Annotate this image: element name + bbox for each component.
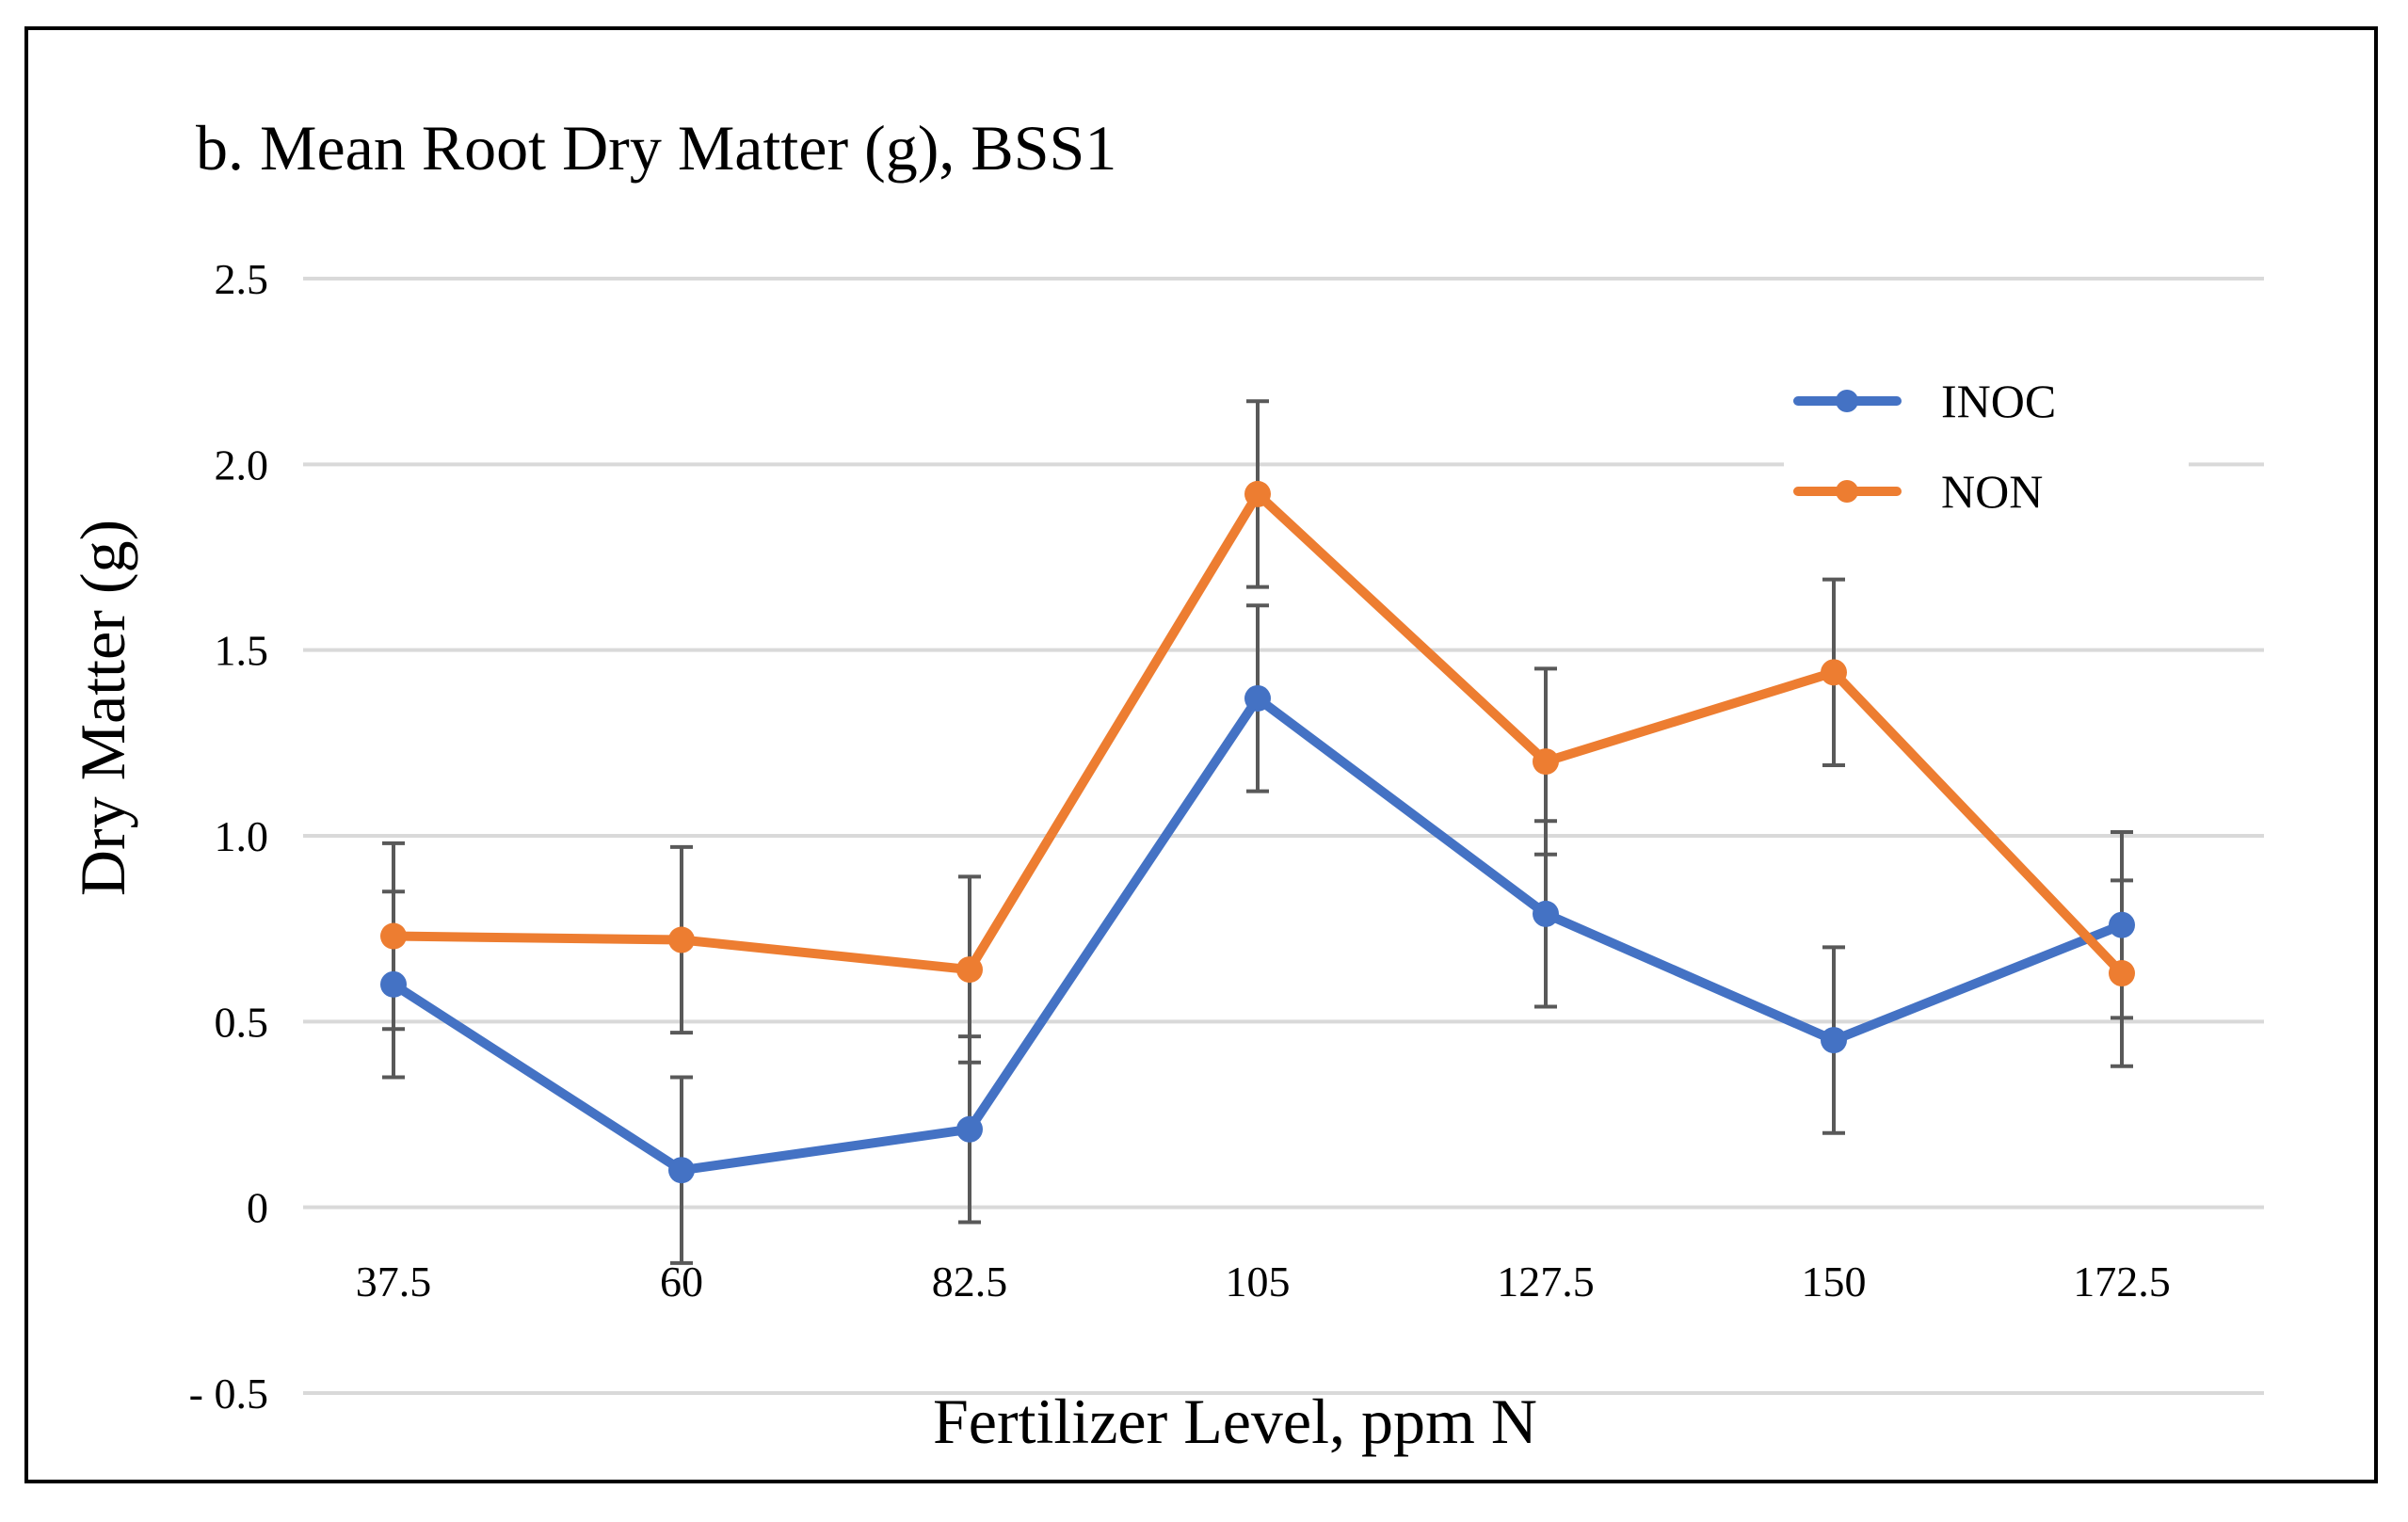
legend-marker-non bbox=[1836, 480, 1858, 503]
legend-label-non: NON bbox=[1941, 465, 2043, 518]
point-non-2 bbox=[956, 956, 983, 984]
x-tick-label-5: 150 bbox=[1802, 1258, 1867, 1306]
point-non-1 bbox=[668, 926, 695, 953]
series-lines bbox=[389, 489, 2127, 1176]
x-tick-label-0: 37.5 bbox=[356, 1258, 432, 1306]
x-tick-labels: 37.5 60 82.5 105 127.5 150 172.5 bbox=[356, 1258, 2171, 1306]
legend: INOC NON bbox=[1784, 358, 2189, 537]
legend-background bbox=[1784, 358, 2189, 537]
point-inoc-3 bbox=[1244, 684, 1271, 712]
x-tick-label-6: 172.5 bbox=[2073, 1258, 2171, 1306]
x-tick-label-3: 105 bbox=[1226, 1258, 1291, 1306]
point-inoc-0 bbox=[380, 970, 407, 998]
point-non-5 bbox=[1821, 659, 1847, 686]
point-non-3 bbox=[1244, 480, 1271, 507]
chart-title: b. Mean Root Dry Matter (g), BSS1 bbox=[196, 112, 1116, 184]
point-inoc-4 bbox=[1533, 900, 1559, 927]
x-tick-label-2: 82.5 bbox=[932, 1258, 1008, 1306]
y-axis-title: Dry Matter (g) bbox=[67, 520, 138, 896]
y-tick-label-6: - 0.5 bbox=[189, 1370, 268, 1418]
x-tick-label-1: 60 bbox=[660, 1258, 703, 1306]
point-inoc-1 bbox=[668, 1157, 695, 1184]
y-tick-label-0: 2.5 bbox=[215, 255, 269, 303]
point-inoc-5 bbox=[1821, 1027, 1847, 1054]
point-inoc-2 bbox=[956, 1115, 983, 1143]
y-tick-labels: 2.5 2.0 1.5 1.0 0.5 0 - 0.5 bbox=[189, 255, 268, 1418]
y-tick-label-5: 0 bbox=[247, 1184, 268, 1232]
x-axis-title: Fertilizer Level, ppm N bbox=[933, 1386, 1537, 1457]
legend-label-inoc: INOC bbox=[1941, 375, 2056, 427]
point-non-4 bbox=[1533, 748, 1559, 776]
chart-frame bbox=[24, 26, 2378, 1483]
y-tick-label-3: 1.0 bbox=[215, 812, 269, 860]
y-tick-label-1: 2.0 bbox=[215, 441, 269, 489]
legend-marker-inoc bbox=[1836, 390, 1858, 412]
y-tick-label-4: 0.5 bbox=[215, 998, 269, 1046]
x-tick-label-4: 127.5 bbox=[1497, 1258, 1595, 1306]
point-inoc-6 bbox=[2109, 911, 2135, 938]
point-non-6 bbox=[2109, 960, 2135, 987]
series-points bbox=[380, 480, 2135, 1184]
y-tick-label-2: 1.5 bbox=[215, 627, 269, 675]
point-non-0 bbox=[380, 922, 407, 950]
